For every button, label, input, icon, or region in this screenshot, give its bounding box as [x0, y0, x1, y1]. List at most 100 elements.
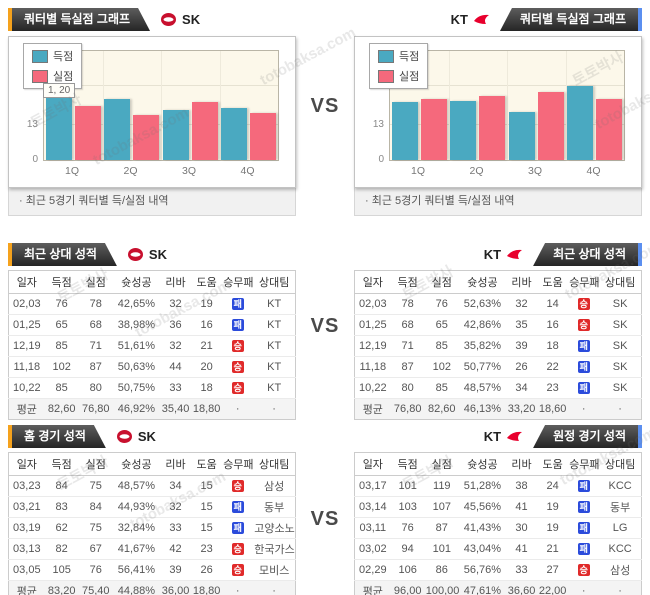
concede-bar[interactable] [133, 115, 160, 160]
header-cell: 슛성공 [458, 452, 506, 476]
table-cell: KT [253, 377, 296, 399]
table-cell: 02,29 [354, 559, 391, 581]
x-tick-label: 1Q [64, 165, 79, 177]
avg-cell: · [599, 580, 642, 595]
quarter-bar-group [566, 51, 625, 160]
table-cell: 패 [568, 335, 600, 357]
result-badge: 승 [577, 298, 590, 310]
score-bar[interactable] [45, 98, 72, 160]
table-cell: 85 [44, 377, 79, 399]
header-cell: 도움 [537, 452, 569, 476]
header-cell: 득점 [390, 452, 425, 476]
table-row: 10,22 85 80 50,75% 33 18 승 KT [8, 377, 296, 399]
table-cell: KT [253, 356, 296, 378]
team-name: KT [450, 12, 468, 27]
table-cell: 51,61% [112, 335, 160, 357]
header-cell: 도움 [537, 270, 569, 294]
score-bar[interactable] [221, 107, 248, 160]
v-gridline [565, 51, 567, 160]
table-cell: SK [599, 314, 642, 336]
table-cell: 80 [390, 377, 425, 399]
table-cell: 03,02 [354, 538, 391, 560]
table-cell: 75 [78, 517, 113, 539]
v-gridline [102, 51, 104, 160]
table-cell: 103 [390, 496, 425, 518]
table-cell: 50,63% [112, 356, 160, 378]
table-cell: 76 [78, 559, 113, 581]
table-cell: LG [599, 517, 642, 539]
table-cell: 01,25 [8, 314, 45, 336]
result-badge: 패 [231, 501, 244, 513]
team-name: KT [483, 247, 502, 262]
team-label: SK [116, 425, 156, 448]
score-bar[interactable] [162, 109, 189, 160]
team-name: SK [137, 429, 156, 444]
header-cell: 도움 [191, 452, 223, 476]
table-cell: 승 [222, 475, 254, 497]
table-row: 03,02 94 101 43,04% 41 21 패 KCC [354, 538, 642, 560]
concede-bar[interactable] [537, 91, 564, 160]
panel-header: KT 최근 상대 성적 [354, 243, 642, 266]
quarter-bar-group [103, 51, 162, 160]
sk-quarter-chart-panel: 쿼터별 득실점 그래프 SK 01327401, 201Q2Q3Q4Q득점실점 … [8, 8, 296, 216]
header-cell: 일자 [354, 270, 391, 294]
header-cell: 실점 [424, 270, 459, 294]
v-gridline [507, 51, 508, 160]
sk-team-logo [127, 248, 143, 261]
vs-label-middle: VS [310, 315, 340, 337]
team-label: KT [451, 8, 490, 31]
panel-header: 최근 상대 성적 SK [8, 243, 296, 266]
table-cell: 패 [568, 538, 600, 560]
table-cell: 11,18 [354, 356, 391, 378]
avg-cell: 46,13% [458, 398, 506, 420]
table-cell: 동부 [253, 496, 296, 518]
table-cell: 39 [160, 559, 192, 581]
table-cell: 34 [160, 475, 192, 497]
avg-cell: 36,60 [506, 580, 538, 595]
table-cell: 48,57% [458, 377, 506, 399]
table-cell: 42,65% [112, 293, 160, 315]
avg-cell: 18,60 [537, 398, 569, 420]
concede-bar[interactable] [420, 98, 447, 160]
result-badge: 승 [577, 319, 590, 331]
table-cell: 12,19 [8, 335, 45, 357]
table-cell: 01,25 [354, 314, 391, 336]
table-cell: 02,03 [8, 293, 45, 315]
concede-bar[interactable] [250, 113, 277, 160]
table-row: 02,03 78 76 52,63% 32 14 승 SK [354, 293, 642, 315]
score-bar[interactable] [391, 102, 418, 160]
table-cell: 76 [424, 293, 459, 315]
concede-bar[interactable] [596, 98, 623, 160]
y-tick-label: 0 [378, 154, 384, 165]
table-cell: 65 [424, 314, 459, 336]
score-bar[interactable] [567, 85, 594, 160]
table-header-row: 일자 득점 실점 슛성공 리바 도움 승무패 상대팀 [354, 270, 642, 294]
table-cell: 84 [78, 496, 113, 518]
average-row: 평균 83,20 75,40 44,88% 36,00 18,80 · · [8, 580, 296, 595]
header-cell: 상대팀 [253, 452, 296, 476]
avg-cell: 평균 [8, 580, 45, 595]
concede-bar[interactable] [191, 102, 218, 160]
concede-bar[interactable] [74, 105, 101, 160]
kt-team-logo [507, 431, 523, 441]
concede-bar[interactable] [479, 96, 506, 160]
table-cell: 51,28% [458, 475, 506, 497]
table-cell: 18 [191, 377, 223, 399]
table-cell: 19 [537, 496, 569, 518]
avg-cell: 82,60 [424, 398, 459, 420]
table-cell: 71 [390, 335, 425, 357]
table-cell: 21 [537, 538, 569, 560]
score-bar[interactable] [450, 100, 477, 160]
score-bar[interactable] [104, 98, 131, 160]
sk-home-record-table: 일자 득점 실점 슛성공 리바 도움 승무패 상대팀 03,23 84 75 48,57% 34 15 승 삼… [8, 452, 296, 595]
table-cell: 32,84% [112, 517, 160, 539]
table-cell: 모비스 [253, 559, 296, 581]
score-bar[interactable] [508, 111, 535, 160]
vs-label-top: VS [310, 95, 340, 117]
table-cell: 03,13 [8, 538, 45, 560]
table-cell: 42,86% [458, 314, 506, 336]
table-cell: 34 [506, 377, 538, 399]
quarter-bar-group [220, 51, 279, 160]
table-cell: SK [599, 293, 642, 315]
